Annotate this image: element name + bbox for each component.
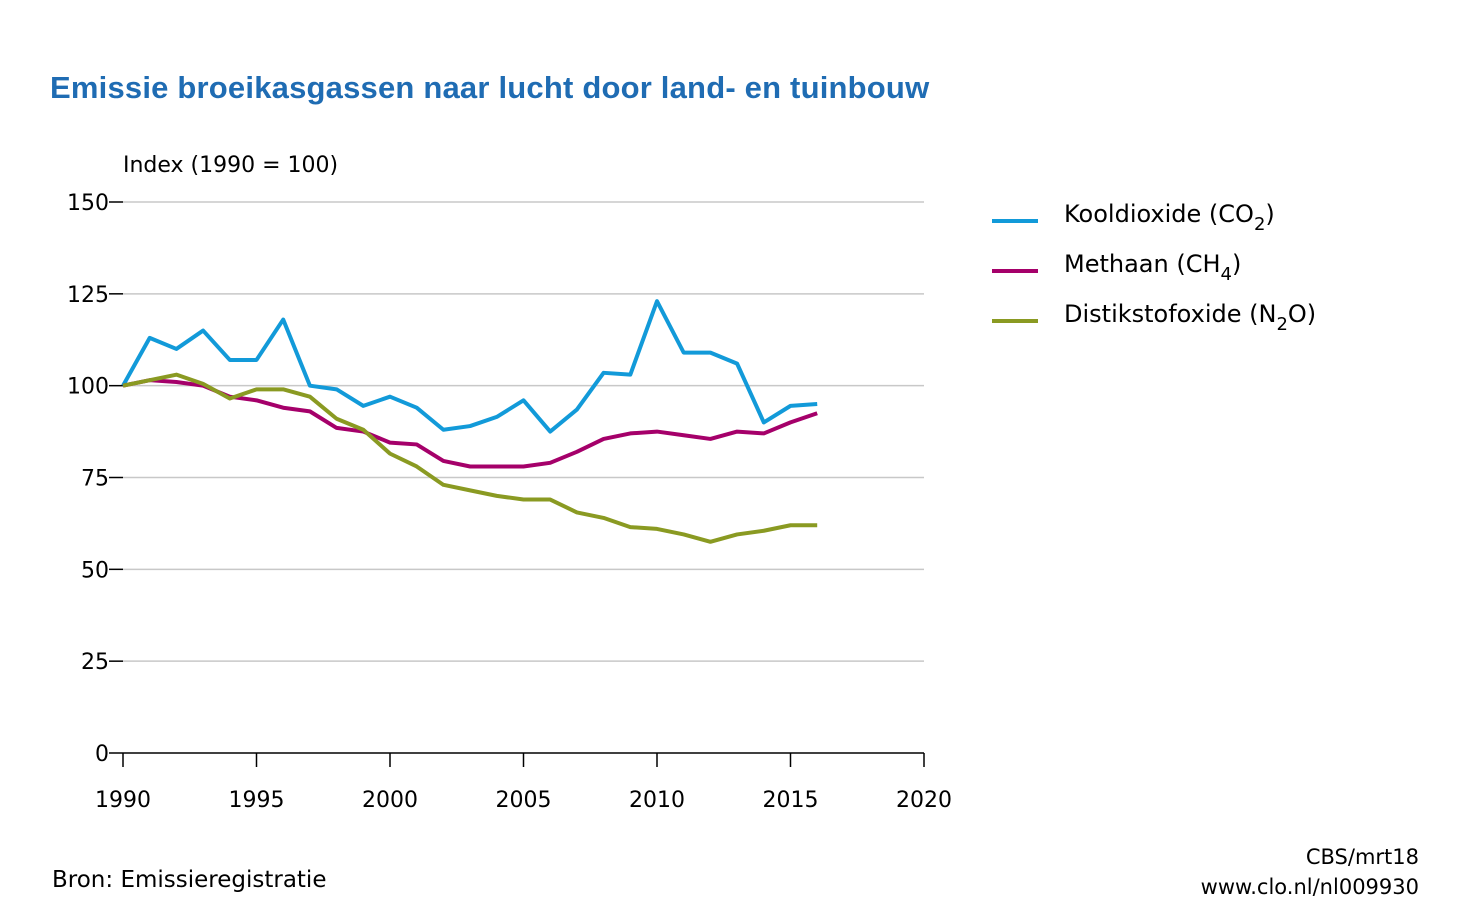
- y-tick-label-150: 150: [67, 191, 109, 216]
- x-tick-label-1990: 1990: [95, 788, 151, 813]
- legend-item-co2: Kooldioxide (CO2): [992, 200, 1316, 250]
- legend-label-n2o: Distikstofoxide (N2O): [1064, 300, 1317, 335]
- x-tick-label-2010: 2010: [629, 788, 685, 813]
- credit: CBS/mrt18 www.clo.nl/nl009930: [1201, 842, 1419, 902]
- y-tick-label-75: 75: [81, 467, 109, 492]
- credit-url[interactable]: www.clo.nl/nl009930: [1200, 875, 1419, 899]
- y-tick-label-0: 0: [95, 742, 109, 767]
- y-axis-label: Index (1990 = 100): [123, 153, 339, 178]
- legend-swatch-n2o: [992, 319, 1038, 323]
- series-line-ch4: [122, 378, 818, 469]
- legend-label-co2: Kooldioxide (CO2): [1064, 200, 1275, 235]
- x-tick-label-2005: 2005: [496, 788, 552, 813]
- y-tick-label-50: 50: [81, 558, 109, 583]
- x-tick-label-2020: 2020: [896, 788, 952, 813]
- legend: Kooldioxide (CO2) Methaan (CH4) Distikst…: [992, 200, 1316, 350]
- series-line-n2o: [122, 372, 818, 544]
- y-tick-label-100: 100: [67, 375, 109, 400]
- legend-swatch-ch4: [992, 269, 1038, 273]
- x-tick-label-1995: 1995: [229, 788, 285, 813]
- x-tick-label-2000: 2000: [362, 788, 418, 813]
- legend-item-ch4: Methaan (CH4): [992, 250, 1316, 300]
- source-note: Bron: Emissieregistratie: [52, 867, 327, 893]
- y-tick-label-125: 125: [67, 283, 109, 308]
- legend-swatch-co2: [992, 219, 1038, 223]
- chart-title: Emissie broeikasgassen naar lucht door l…: [50, 70, 930, 105]
- x-tick-label-2015: 2015: [763, 788, 819, 813]
- legend-item-n2o: Distikstofoxide (N2O): [992, 300, 1316, 350]
- credit-date: CBS/mrt18: [1305, 845, 1419, 869]
- legend-label-ch4: Methaan (CH4): [1064, 250, 1242, 285]
- series-line-co2: [121, 299, 818, 434]
- y-tick-label-25: 25: [81, 650, 109, 675]
